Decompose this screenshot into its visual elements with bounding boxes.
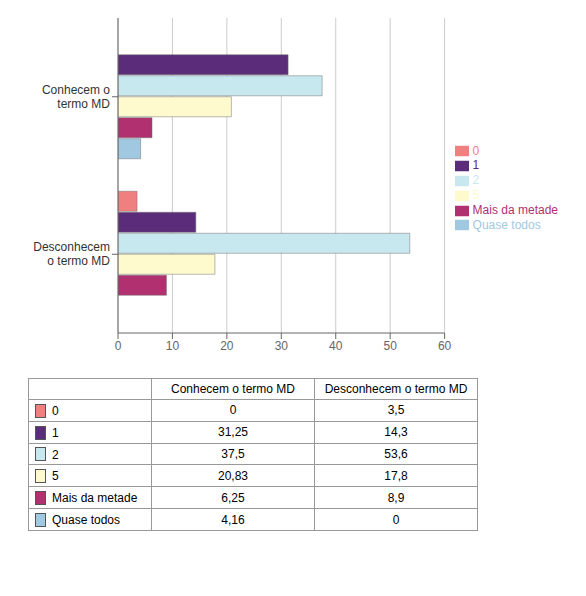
svg-text:0: 0 bbox=[115, 339, 122, 353]
svg-text:20: 20 bbox=[220, 339, 234, 353]
svg-text:50: 50 bbox=[383, 339, 397, 353]
svg-text:10: 10 bbox=[166, 339, 180, 353]
svg-text:40: 40 bbox=[329, 339, 343, 353]
svg-text:30: 30 bbox=[275, 339, 289, 353]
html-text:31,25: 31,25 bbox=[218, 425, 248, 440]
html-text:5: 5 bbox=[52, 469, 59, 484]
html-text:14,3: 14,3 bbox=[384, 425, 408, 440]
html-text:17,8: 17,8 bbox=[384, 468, 408, 483]
html-text:3,5: 3,5 bbox=[387, 403, 405, 418]
html-text:Quase todos: Quase todos bbox=[52, 513, 120, 527]
html-text:1: 1 bbox=[52, 425, 59, 440]
html-text:53,6: 53,6 bbox=[384, 447, 408, 462]
html-text:5: 5 bbox=[472, 188, 480, 202]
html-text:Mais da metade: Mais da metade bbox=[52, 491, 138, 506]
html-text:4,16: 4,16 bbox=[221, 512, 245, 527]
html-text:8,9: 8,9 bbox=[387, 490, 405, 505]
html-text:0: 0 bbox=[472, 143, 480, 158]
html-text:Conhecem o termo MD: Conhecem o termo MD bbox=[171, 382, 295, 396]
html-text:20,83: 20,83 bbox=[218, 468, 248, 483]
html-text:Mais da metade: Mais da metade bbox=[472, 202, 558, 217]
html-text:2: 2 bbox=[52, 447, 59, 462]
html-text:37,5: 37,5 bbox=[221, 447, 245, 462]
html-text:Quase todos: Quase todos bbox=[472, 217, 541, 232]
svg-text:Desconhecemo termo MD: Desconhecemo termo MD bbox=[33, 240, 110, 268]
html-text:0: 0 bbox=[52, 403, 59, 418]
html-text:0: 0 bbox=[392, 512, 400, 527]
html-text:1: 1 bbox=[472, 158, 480, 173]
html-text:6,25: 6,25 bbox=[221, 490, 245, 505]
svg-text:Conhecem otermo MD: Conhecem otermo MD bbox=[42, 83, 110, 111]
html-text:2: 2 bbox=[472, 173, 480, 188]
svg-text:60: 60 bbox=[438, 339, 452, 353]
html-text:0: 0 bbox=[229, 403, 237, 418]
html-text:Desconhecem o termo MD: Desconhecem o termo MD bbox=[324, 382, 468, 396]
